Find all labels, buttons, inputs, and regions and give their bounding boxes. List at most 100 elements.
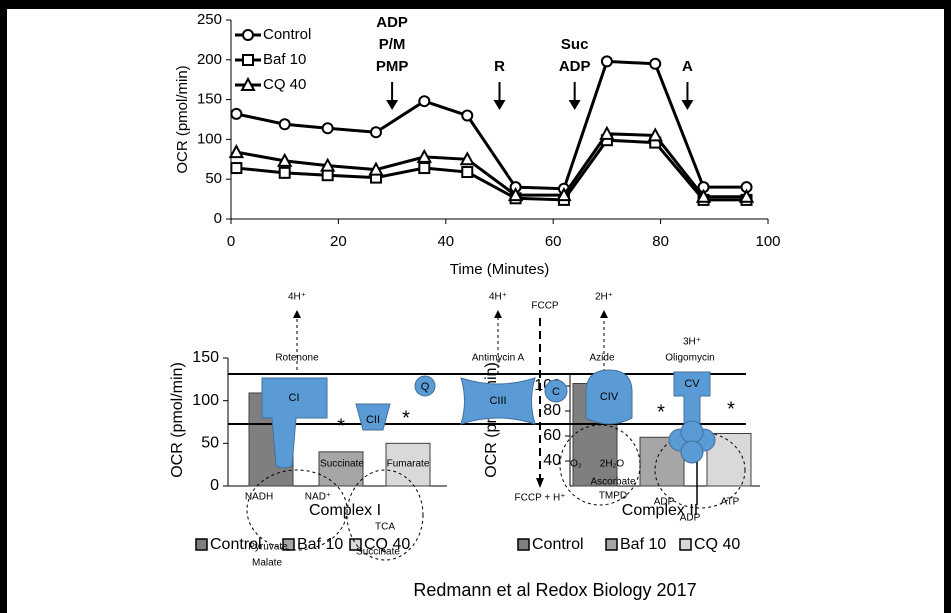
x-tick-label: 0 (227, 233, 235, 250)
x-tick-label: 100 (755, 233, 780, 250)
diagram-label: C (552, 386, 560, 398)
diagram-label: * (727, 398, 735, 420)
x-axis-label: Time (Minutes) (450, 261, 549, 278)
diagram-label: * (337, 415, 345, 437)
citation: Redmann et al Redox Biology 2017 (413, 580, 696, 600)
diagram-label: CIV (600, 391, 619, 403)
y-tick-label: 50 (205, 170, 222, 187)
marker (599, 125, 615, 140)
left-border (0, 0, 7, 613)
complex-v-base (680, 420, 704, 444)
diagram-label: 3H⁺ (683, 337, 701, 348)
marker (461, 166, 474, 179)
y-tick-label: 0 (214, 210, 222, 227)
y-tick-label: 50 (201, 435, 219, 452)
legend-label: Control (210, 536, 262, 553)
annotation: A (682, 58, 693, 75)
x-tick-label: 60 (545, 233, 562, 250)
marker (418, 162, 431, 175)
marker (230, 107, 243, 120)
annotation-arrow-head (568, 100, 581, 110)
series: CQ 40 (228, 76, 755, 203)
annotation: PMP (376, 58, 409, 75)
marker (600, 55, 613, 68)
marker (242, 54, 254, 66)
legend-swatch (679, 538, 692, 551)
marker (647, 127, 663, 142)
marker (242, 29, 254, 41)
cytochrome-c (544, 379, 568, 403)
bar (318, 451, 364, 487)
cycle (654, 431, 746, 509)
legend-label: Control (532, 536, 584, 553)
diagram-label: * (402, 407, 410, 429)
diagram-label: * (657, 401, 665, 423)
complex-i (261, 377, 328, 469)
annotation: ADP (559, 58, 591, 75)
diagram-label: CIII (489, 395, 506, 407)
y-tick-label: 150 (192, 349, 219, 366)
marker (230, 162, 243, 175)
annotation-arrow-head (681, 100, 694, 110)
diagram-label: O₂ (570, 459, 582, 470)
y-tick-label: 200 (197, 51, 222, 68)
series-line (236, 59, 747, 191)
diagram-label: CI (289, 392, 300, 404)
bar (385, 442, 431, 487)
y-tick-label: 80 (543, 402, 561, 419)
charts: 0 50 100 150 200 250 0 20 40 60 80 100 Time (Minutes… (169, 11, 780, 553)
legend-swatch (349, 538, 362, 551)
diagram-label: Succinate (320, 459, 364, 470)
marker (738, 188, 755, 203)
marker (278, 166, 291, 179)
y-tick-label: 40 (543, 452, 561, 469)
diagram-label: Fumarate (387, 459, 430, 470)
marker (649, 57, 662, 70)
diagram-label: Pyruvate (248, 542, 288, 553)
legend-label: Control (263, 26, 311, 43)
annotation: R (494, 58, 505, 75)
ubiquinone (414, 375, 436, 397)
diagram-label: Oligomycin (665, 353, 714, 364)
marker (507, 187, 524, 202)
x-axis-label: Complex II (622, 502, 698, 519)
annotation: ADP (376, 14, 408, 31)
annotation-arrow-head (386, 100, 399, 110)
diagram-label: NAD⁺ (305, 492, 331, 503)
legend-label: Baf 10 (263, 51, 306, 68)
cycle (346, 469, 424, 561)
diagram-label: 4H⁺ (489, 292, 507, 303)
x-axis-label: Complex I (309, 502, 381, 519)
diagram-label: ADP (680, 513, 701, 524)
series: Control (230, 26, 753, 195)
y-tick-label: 150 (197, 91, 222, 108)
marker (418, 95, 431, 108)
diagram-label: ADP (654, 497, 675, 508)
y-axis-label: OCR (pmol/min) (169, 362, 186, 478)
diagram-label: Succinate (356, 547, 400, 558)
diagram-label: FCCP (531, 301, 559, 312)
y-tick-label: 250 (197, 11, 222, 28)
y-tick-label: 100 (197, 130, 222, 147)
diagram-label: ATP (721, 497, 740, 508)
cycle (559, 424, 641, 506)
diagram-label: 4H⁺ (288, 292, 306, 303)
legend-label: Baf 10 (297, 536, 343, 553)
top-border (0, 0, 951, 9)
y-tick-label: 60 (543, 427, 561, 444)
series-line (236, 132, 747, 199)
complex-v-base (680, 440, 704, 464)
complex-ii (355, 403, 391, 431)
legend-label: Baf 10 (620, 536, 666, 553)
arrow-heads (293, 310, 608, 488)
marker (319, 157, 336, 172)
marker (228, 144, 245, 159)
x-tick-label: 40 (437, 233, 454, 250)
diagram: 4H⁺ Rotenone NADH NAD⁺ Succinate Fumarate TCA P… (228, 292, 746, 569)
diagram-label: NADH (245, 492, 273, 503)
legend-swatch (517, 538, 530, 551)
right-border (944, 0, 951, 613)
marker (321, 169, 334, 182)
marker (368, 161, 384, 176)
